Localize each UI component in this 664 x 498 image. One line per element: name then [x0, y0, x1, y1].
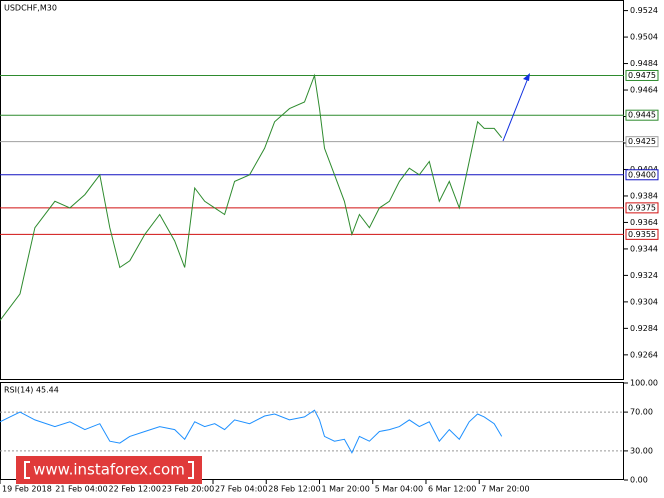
level-label: 0.9475: [628, 71, 656, 80]
price-frame: [0, 0, 624, 380]
arrow-head: [523, 73, 530, 81]
rsi-tick-label: 0.00: [630, 476, 648, 485]
y-tick-label: 0.9264: [630, 350, 658, 359]
y-tick-label: 0.9344: [630, 244, 658, 253]
y-tick-label: 0.9464: [630, 86, 658, 95]
x-tick-label: 19 Feb 2018: [2, 485, 52, 494]
y-tick-label: 0.9384: [630, 191, 658, 200]
y-tick-label: 0.9504: [630, 33, 658, 42]
level-box: [625, 169, 659, 181]
rsi-title: RSI(14) 45.44: [4, 386, 59, 395]
y-tick-label: 0.9364: [630, 218, 658, 227]
level-box: [625, 109, 659, 121]
level-box: [625, 69, 659, 81]
level-box: [625, 202, 659, 214]
rsi-tick-label: 100.00: [630, 379, 658, 388]
x-tick-label: 27 Feb 04:00: [215, 485, 267, 494]
rsi-frame: [0, 382, 624, 480]
level-label: 0.9425: [628, 137, 656, 146]
x-tick-label: 6 Mar 12:00: [428, 485, 476, 494]
x-tick-label: 1 Mar 20:00: [321, 485, 369, 494]
x-tick-label: 23 Feb 20:00: [162, 485, 214, 494]
level-box: [625, 228, 659, 240]
rsi-tick-label: 30.00: [630, 446, 653, 455]
y-tick-label: 0.9284: [630, 324, 658, 333]
rsi-tick-label: 70.00: [630, 408, 653, 417]
x-tick-label: 22 Feb 12:00: [108, 485, 160, 494]
series-line: [0, 73, 503, 321]
forecast-arrow: [502, 77, 529, 142]
x-tick-label: 7 Mar 20:00: [481, 485, 529, 494]
watermark-brackets: [24, 461, 194, 479]
chart-title: USDCHF,M30: [4, 4, 57, 13]
watermark-box: [16, 456, 202, 484]
series-line: [0, 409, 503, 454]
y-tick-label: 0.9524: [630, 6, 658, 15]
y-tick-label: 0.9304: [630, 297, 658, 306]
x-tick-label: 21 Feb 04:00: [55, 485, 107, 494]
watermark: www.instaforex.com: [33, 461, 185, 479]
level-label: 0.9445: [628, 111, 656, 120]
level-label: 0.9375: [628, 203, 656, 212]
level-label: 0.9355: [628, 230, 656, 239]
x-tick-label: 5 Mar 04:00: [375, 485, 423, 494]
x-tick-label: 28 Feb 12:00: [268, 485, 320, 494]
level-box: [625, 136, 659, 148]
level-label: 0.9400: [628, 170, 656, 179]
y-tick-label: 0.9484: [630, 59, 658, 68]
y-tick-label: 0.9324: [630, 271, 658, 280]
